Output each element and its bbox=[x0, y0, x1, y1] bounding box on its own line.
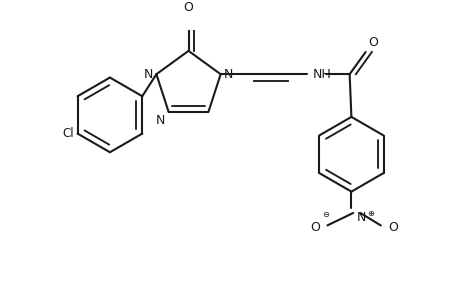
Text: N: N bbox=[143, 68, 152, 81]
Text: N: N bbox=[224, 68, 233, 81]
Text: ⊖: ⊖ bbox=[321, 210, 328, 219]
Text: N: N bbox=[156, 114, 165, 127]
Text: N: N bbox=[356, 211, 365, 224]
Text: Cl: Cl bbox=[62, 127, 74, 140]
Text: O: O bbox=[387, 221, 397, 234]
Text: O: O bbox=[183, 1, 193, 13]
Text: ⊕: ⊕ bbox=[367, 209, 374, 218]
Text: O: O bbox=[310, 221, 319, 234]
Text: O: O bbox=[368, 36, 377, 49]
Text: NH: NH bbox=[312, 68, 330, 81]
